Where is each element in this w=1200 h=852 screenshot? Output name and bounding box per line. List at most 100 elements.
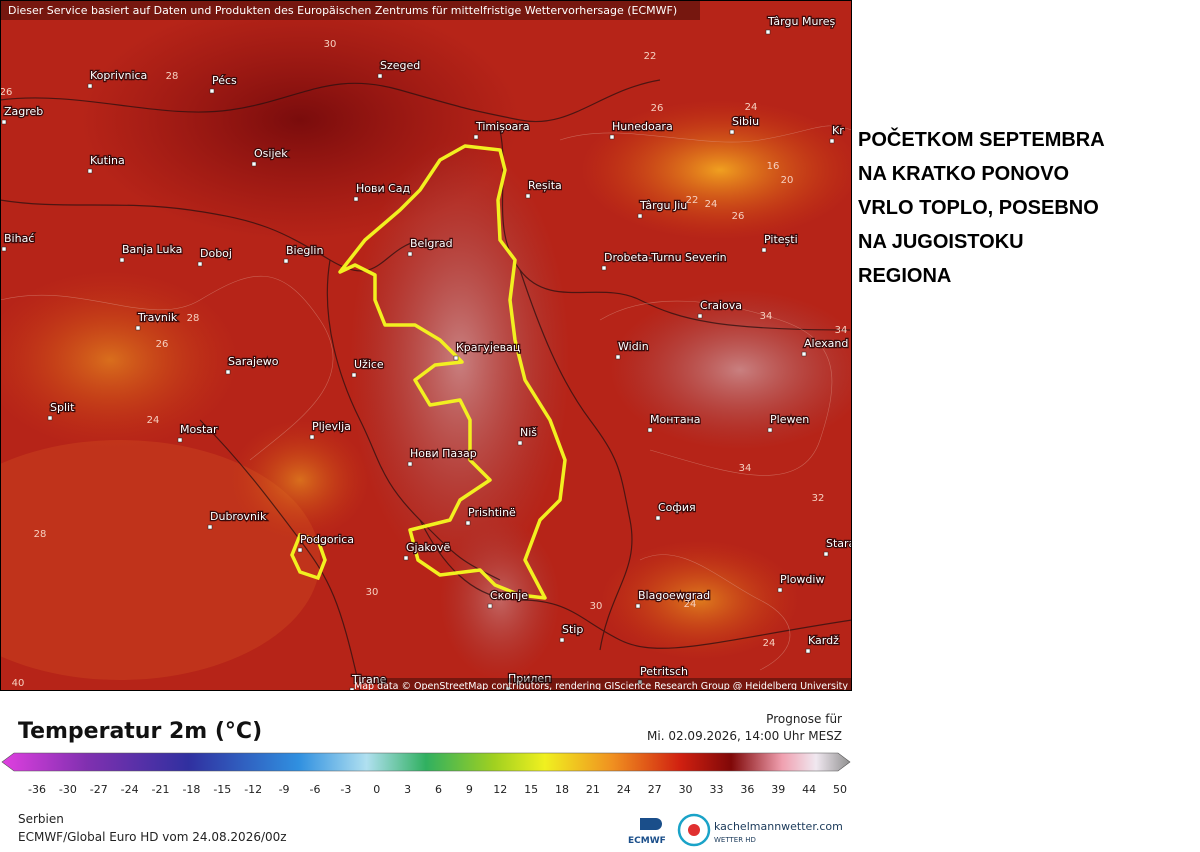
border	[419, 519, 852, 649]
border	[0, 199, 421, 272]
city-label: Hunedoara	[612, 120, 673, 133]
city-dot	[1, 246, 7, 252]
city-dot	[309, 434, 315, 440]
city-dot	[729, 129, 735, 135]
header-notice: Dieser Service basiert auf Daten und Pro…	[8, 4, 677, 17]
isotherm-label: 24	[745, 102, 758, 113]
city-label: Belgrad	[410, 237, 453, 250]
color-bar-tick-label: -12	[244, 783, 262, 796]
border	[519, 269, 633, 651]
color-bar-tick-label: 3	[404, 783, 411, 796]
city-label: Drobeta-Turnu Severin	[604, 251, 727, 264]
isotherm-label: 22	[644, 51, 657, 62]
isotherm-label: 26	[0, 87, 12, 98]
city-dot	[777, 587, 783, 593]
city-label: Скопје	[490, 589, 528, 602]
city-dot	[87, 168, 93, 174]
city-dot	[615, 354, 621, 360]
city-dot	[805, 648, 811, 654]
color-bar-tick-label: 50	[833, 783, 847, 796]
city-label: Alexand	[804, 337, 848, 350]
city-label: Blagoewgrad	[638, 589, 710, 602]
color-bar-ticks: -36 -30 -27 -24 -21 -18 -15 -12 -9 -6 -3 0 3 6 9 12 15 18…	[28, 783, 847, 796]
attribution-bar	[378, 678, 852, 690]
city-dot	[473, 134, 479, 140]
city-dot	[655, 515, 661, 521]
isotherm-label: 26	[732, 211, 745, 222]
border	[199, 419, 361, 690]
city-dot	[801, 351, 807, 357]
city-dot	[225, 369, 231, 375]
isotherm-label: 20	[781, 175, 794, 186]
annotation: POČETKOM SEPTEMBRA NA KRATKO PONOVO VRLO T…	[858, 127, 1105, 287]
annotation-line: NA KRATKO PONOVO	[858, 163, 1069, 185]
color-bar-tick-label: 24	[617, 783, 631, 796]
color-bar-tick-label: 12	[493, 783, 507, 796]
color-bar-tick-label: 36	[740, 783, 754, 796]
color-bar-tick-label: 6	[435, 783, 442, 796]
brand-logo: kachelmannwetter.com WETTER HD	[677, 813, 843, 847]
border	[326, 259, 501, 581]
annotation-line: NA JUGOISTOKU	[858, 231, 1024, 253]
city-label: Монтана	[650, 413, 701, 426]
city-labels: Koprivnica Pécs Szeged Târgu Mureș Zagreb Kut…	[1, 14, 855, 690]
color-bar-tick-label: 27	[648, 783, 662, 796]
color-bar-tick-label: -15	[213, 783, 231, 796]
city-label: Petritsch	[640, 665, 688, 678]
city-dot	[407, 461, 413, 467]
isotherm-label: 28	[187, 313, 200, 324]
isoline	[599, 300, 833, 476]
color-bar-tick-label: 15	[524, 783, 538, 796]
city-dot	[487, 603, 493, 609]
city-label: Stara	[826, 537, 855, 550]
city-label: Timișoara	[475, 120, 530, 133]
isotherm-label: 22	[686, 195, 699, 206]
field	[440, 520, 560, 680]
city-label: Stip	[562, 623, 583, 636]
city-label: Крагујевац	[456, 341, 520, 354]
color-bar-tick-label: 44	[802, 783, 816, 796]
city-label: Târgu Mureș	[767, 15, 835, 28]
hot-area-outline	[338, 144, 567, 600]
isotherm-label: 30	[366, 587, 379, 598]
isotherm-label: 28	[34, 529, 47, 540]
city-dot	[697, 313, 703, 319]
color-bar-tick-label: -30	[59, 783, 77, 796]
city-label: Tirane	[351, 673, 387, 686]
color-bar-tick-label: -24	[121, 783, 139, 796]
color-bar-tick-label: -27	[90, 783, 108, 796]
isotherm-label: 34	[739, 463, 752, 474]
city-dot	[403, 555, 409, 561]
city-label: Osijek	[254, 147, 288, 160]
isoline	[559, 125, 852, 143]
isotherm-label: 24	[147, 415, 160, 426]
ecmwf-icon	[640, 818, 662, 830]
city-dot	[505, 686, 511, 690]
city-label: Koprivnica	[90, 69, 147, 82]
isotherm-label: 40	[12, 678, 25, 689]
isotherm-label: 24	[763, 638, 776, 649]
field	[230, 420, 370, 540]
city-label: Нови Сад	[356, 182, 411, 195]
city-dot	[1, 119, 7, 125]
color-bar-tick-label: 18	[555, 783, 569, 796]
city-dot	[765, 29, 771, 35]
city-label: София	[658, 501, 696, 514]
city-dot	[407, 251, 413, 257]
city-dot	[637, 213, 643, 219]
hot-area-outline	[290, 532, 327, 581]
city-dot	[207, 524, 213, 530]
city-dot	[119, 257, 125, 263]
city-label: Zagreb	[4, 105, 43, 118]
isotherm-label: 32	[812, 493, 825, 504]
border	[499, 129, 851, 331]
forecast-time: Mi. 02.09.2026, 14:00 Uhr MESZ	[647, 729, 842, 743]
field	[610, 290, 852, 450]
city-dot	[647, 427, 653, 433]
city-label: Pécs	[212, 74, 237, 87]
map: Koprivnica Pécs Szeged Târgu Mureș Zagreb Kut…	[0, 0, 855, 690]
city-label: Kardž	[808, 634, 839, 647]
map-frame	[0, 0, 852, 691]
color-bar-tick-label: -21	[152, 783, 170, 796]
color-bar-tick-label: 33	[709, 783, 723, 796]
